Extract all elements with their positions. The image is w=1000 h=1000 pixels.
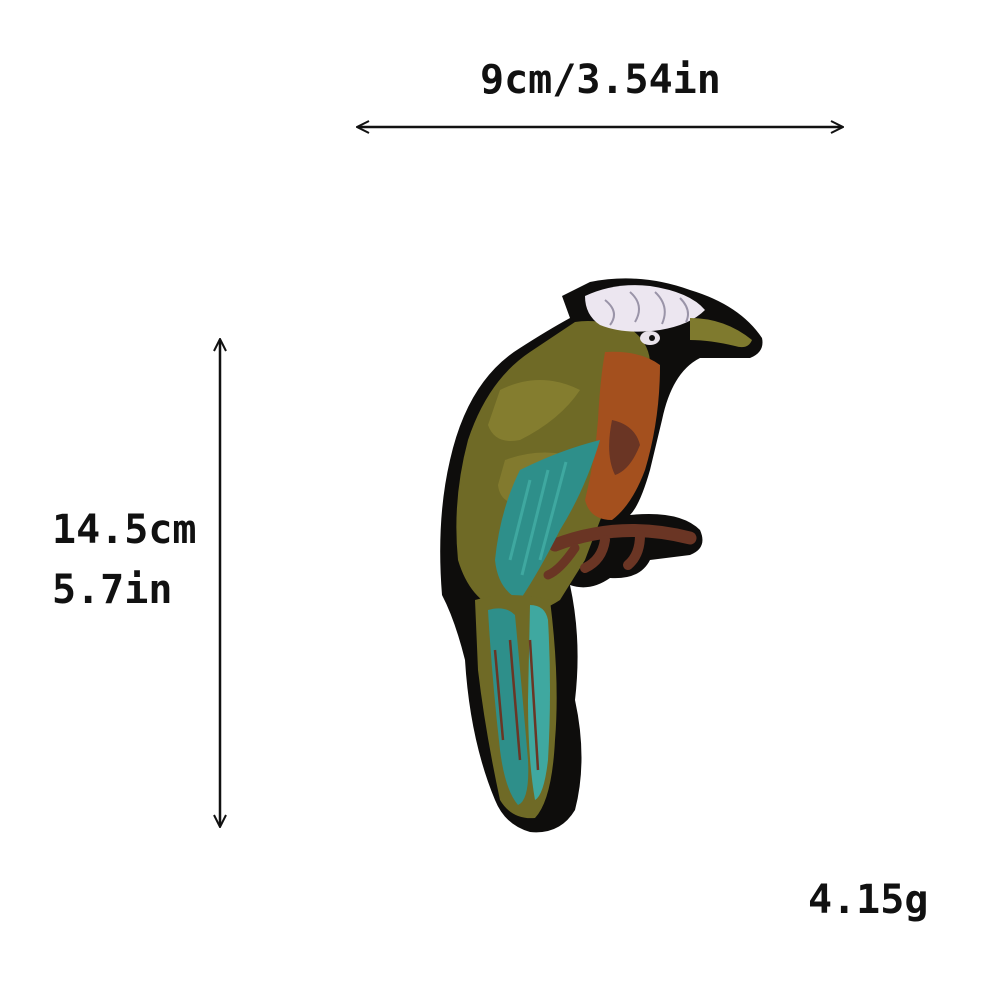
crest-lines <box>604 291 689 326</box>
branch-twig-3 <box>543 543 580 580</box>
bird-patch-image <box>440 278 763 833</box>
width-label: 9cm/3.54in <box>480 57 721 103</box>
tail-stripes <box>493 639 540 771</box>
branch <box>548 523 697 552</box>
wing-highlight <box>488 380 580 441</box>
bird-pupil <box>649 335 655 341</box>
tail-teal <box>488 608 529 805</box>
wing-teal-stripes <box>508 461 568 576</box>
height-label-in: 5.7in <box>52 567 173 613</box>
tail-teal-right <box>528 605 550 800</box>
head-crest <box>585 285 705 332</box>
branch-twig-2 <box>623 530 645 570</box>
branch-twig <box>580 535 610 573</box>
weight-label: 4.15g <box>808 877 929 923</box>
height-label-cm: 14.5cm <box>52 507 197 553</box>
wing-teal <box>495 440 600 600</box>
bird-beak <box>690 318 752 348</box>
chest-shadow <box>609 420 640 475</box>
